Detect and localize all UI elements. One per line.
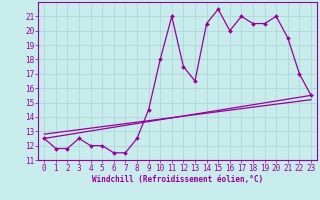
X-axis label: Windchill (Refroidissement éolien,°C): Windchill (Refroidissement éolien,°C) <box>92 175 263 184</box>
